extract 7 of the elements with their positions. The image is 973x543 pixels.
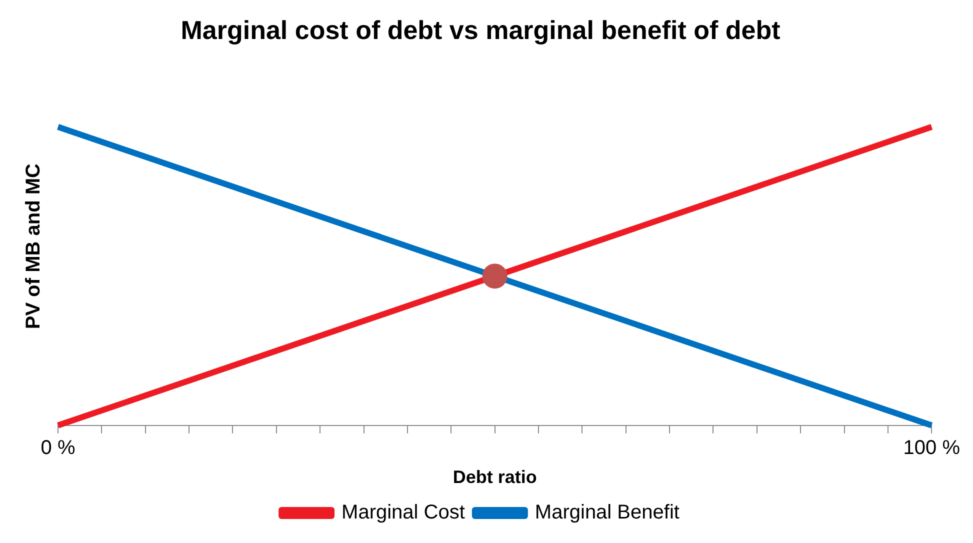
- x-axis-title: Debt ratio: [452, 467, 537, 488]
- legend-label: Marginal Benefit: [534, 502, 680, 524]
- x-tick-label: 100 %: [903, 436, 960, 459]
- chart-title: Marginal cost of debt vs marginal benefit of debt: [180, 14, 781, 45]
- legend-label: Marginal Cost: [342, 502, 466, 524]
- x-tick-label: 0 %: [40, 436, 76, 459]
- y-axis-title: PV of MB and MC: [22, 164, 45, 330]
